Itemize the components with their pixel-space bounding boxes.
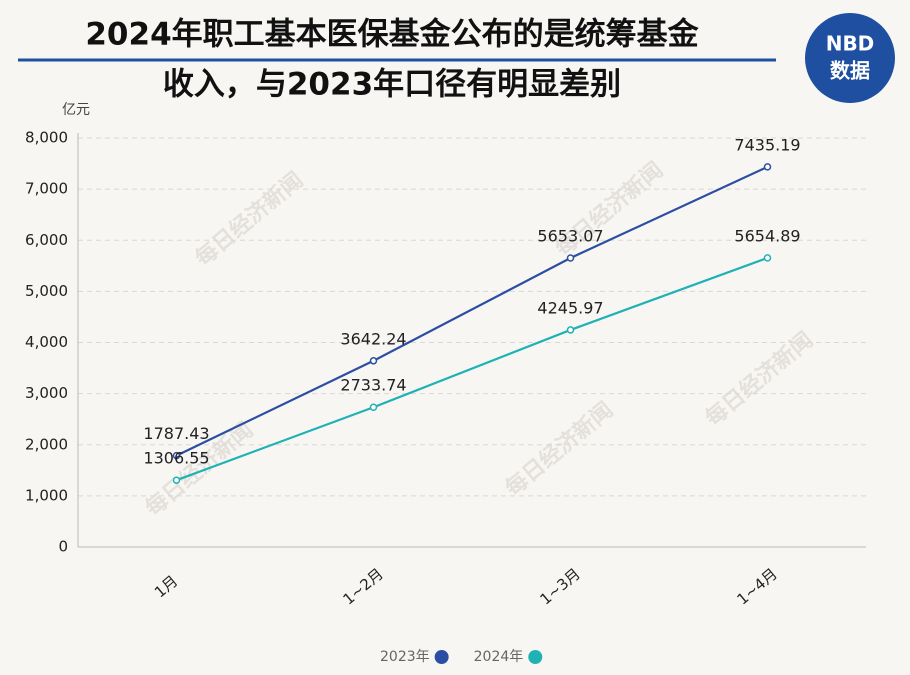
y-tick-label: 4,000: [25, 333, 68, 351]
legend-swatch: [528, 650, 543, 664]
value-label: 3642.24: [340, 329, 406, 348]
y-tick-label: 3,000: [25, 384, 68, 402]
y-axis-label: 亿元: [62, 102, 90, 118]
point: [763, 163, 772, 171]
legend-label: 2024年: [474, 649, 524, 665]
value-label: 7435.19: [734, 135, 800, 154]
chart-title-line: 2024年职工基本医保基金公布的是统筹基金: [85, 17, 699, 53]
y-tick-label: 0: [58, 538, 68, 556]
value-label: 1787.43: [143, 424, 209, 443]
point: [369, 357, 378, 365]
y-tick-label: 2,000: [25, 435, 68, 453]
y-tick-label: 8,000: [25, 129, 68, 147]
y-tick-label: 7,000: [25, 180, 68, 198]
point: [566, 254, 575, 262]
legend-label: 2023年: [380, 649, 430, 665]
chart-title-line: 收入，与2023年口径有明显差别: [163, 67, 621, 103]
line: [176, 165, 768, 457]
value-label: 5654.89: [734, 226, 800, 245]
value-label: 4245.97: [537, 298, 603, 317]
y-tick-label: 6,000: [25, 231, 68, 249]
value-label: 1306.55: [143, 449, 209, 468]
value-label: 5653.07: [537, 226, 603, 245]
value-label: 2733.74: [340, 376, 406, 395]
legend-swatch: [434, 650, 449, 664]
logo-text: 数据: [830, 59, 870, 83]
line: [176, 256, 768, 482]
y-tick-label: 5,000: [25, 282, 68, 300]
point: [369, 403, 378, 411]
y-tick-label: 1,000: [25, 486, 68, 504]
point: [172, 476, 181, 484]
point: [172, 451, 181, 460]
point: [566, 326, 575, 334]
logo-badge: [805, 13, 895, 103]
logo-text: NBD: [826, 32, 875, 56]
point: [763, 254, 772, 262]
